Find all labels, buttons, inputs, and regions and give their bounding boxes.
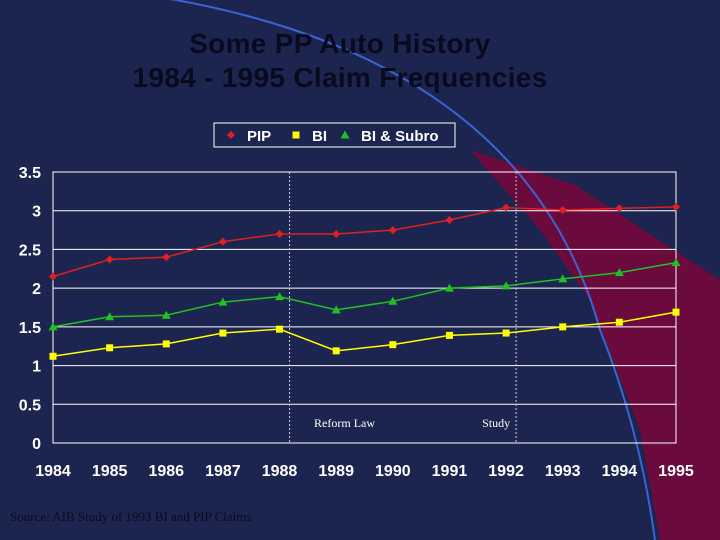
x-tick-label: 1989 xyxy=(318,463,354,480)
x-tick-label: 1990 xyxy=(375,463,411,480)
data-point xyxy=(48,322,58,331)
data-point xyxy=(615,204,624,213)
data-point xyxy=(332,347,340,355)
data-point xyxy=(388,296,398,305)
data-point xyxy=(502,203,511,212)
data-point xyxy=(501,281,511,290)
series-line-0 xyxy=(52,206,677,278)
data-point xyxy=(559,323,567,331)
data-point xyxy=(162,340,170,348)
source-note: Source: AIB Study of 1993 BI and PIP Cla… xyxy=(10,509,252,524)
x-tick-label: 1985 xyxy=(92,463,128,480)
y-tick-label: 2.5 xyxy=(19,242,41,259)
x-tick-label: 1993 xyxy=(545,463,581,480)
y-tick-label: 0 xyxy=(32,436,41,453)
legend-box xyxy=(213,122,456,148)
x-tick-label: 1991 xyxy=(432,463,468,480)
x-tick-label: 1984 xyxy=(35,463,71,480)
x-tick-label: 1986 xyxy=(148,463,184,480)
legend-label: PIP xyxy=(247,128,271,145)
data-point xyxy=(502,329,510,337)
data-point xyxy=(332,229,341,238)
y-tick-label: 3.5 xyxy=(19,165,41,182)
data-point xyxy=(672,202,680,211)
y-tick-label: 1.5 xyxy=(19,320,41,337)
x-tick-label: 1988 xyxy=(262,463,298,480)
data-point xyxy=(558,205,567,214)
legend-marker xyxy=(340,130,350,139)
data-point xyxy=(218,237,227,246)
legend-marker xyxy=(227,131,235,139)
x-tick-label: 1995 xyxy=(658,463,694,480)
data-point xyxy=(388,226,397,235)
data-point xyxy=(672,308,680,316)
data-point xyxy=(389,341,397,349)
y-tick-label: 1 xyxy=(32,359,41,376)
y-tick-label: 2 xyxy=(32,281,41,298)
slide-title-line1: Some PP Auto History xyxy=(189,28,491,59)
y-tick-label: 0.5 xyxy=(19,397,41,414)
arc-decoration xyxy=(170,0,656,540)
data-point xyxy=(105,312,115,321)
series-line-2 xyxy=(52,261,677,328)
legend-label: BI xyxy=(312,128,327,145)
data-point xyxy=(444,283,454,292)
data-point xyxy=(445,331,453,339)
data-point xyxy=(614,268,624,277)
data-point xyxy=(445,216,454,225)
x-tick-label: 1992 xyxy=(488,463,524,480)
data-point xyxy=(218,297,228,306)
data-point xyxy=(219,329,227,337)
y-tick-label: 3 xyxy=(32,204,41,221)
data-point xyxy=(161,310,171,319)
data-point xyxy=(49,272,57,281)
annotation-label: Reform Law xyxy=(314,416,375,430)
series-line-1 xyxy=(52,311,677,358)
data-point xyxy=(275,229,284,238)
x-tick-label: 1994 xyxy=(602,463,638,480)
data-point xyxy=(558,274,568,283)
plot-area xyxy=(52,171,677,444)
annotation-label: Study xyxy=(482,416,510,430)
legend-marker xyxy=(292,131,300,139)
data-point xyxy=(162,253,171,262)
data-point xyxy=(49,352,57,360)
legend-label: BI & Subro xyxy=(361,128,439,145)
data-point xyxy=(615,318,623,326)
data-point xyxy=(275,292,285,301)
data-point xyxy=(106,344,114,352)
data-point xyxy=(276,325,284,333)
slide-title-line2: 1984 - 1995 Claim Frequencies xyxy=(132,62,548,93)
data-point xyxy=(671,258,681,267)
x-tick-label: 1987 xyxy=(205,463,241,480)
data-point xyxy=(105,255,114,264)
data-point xyxy=(331,305,341,314)
